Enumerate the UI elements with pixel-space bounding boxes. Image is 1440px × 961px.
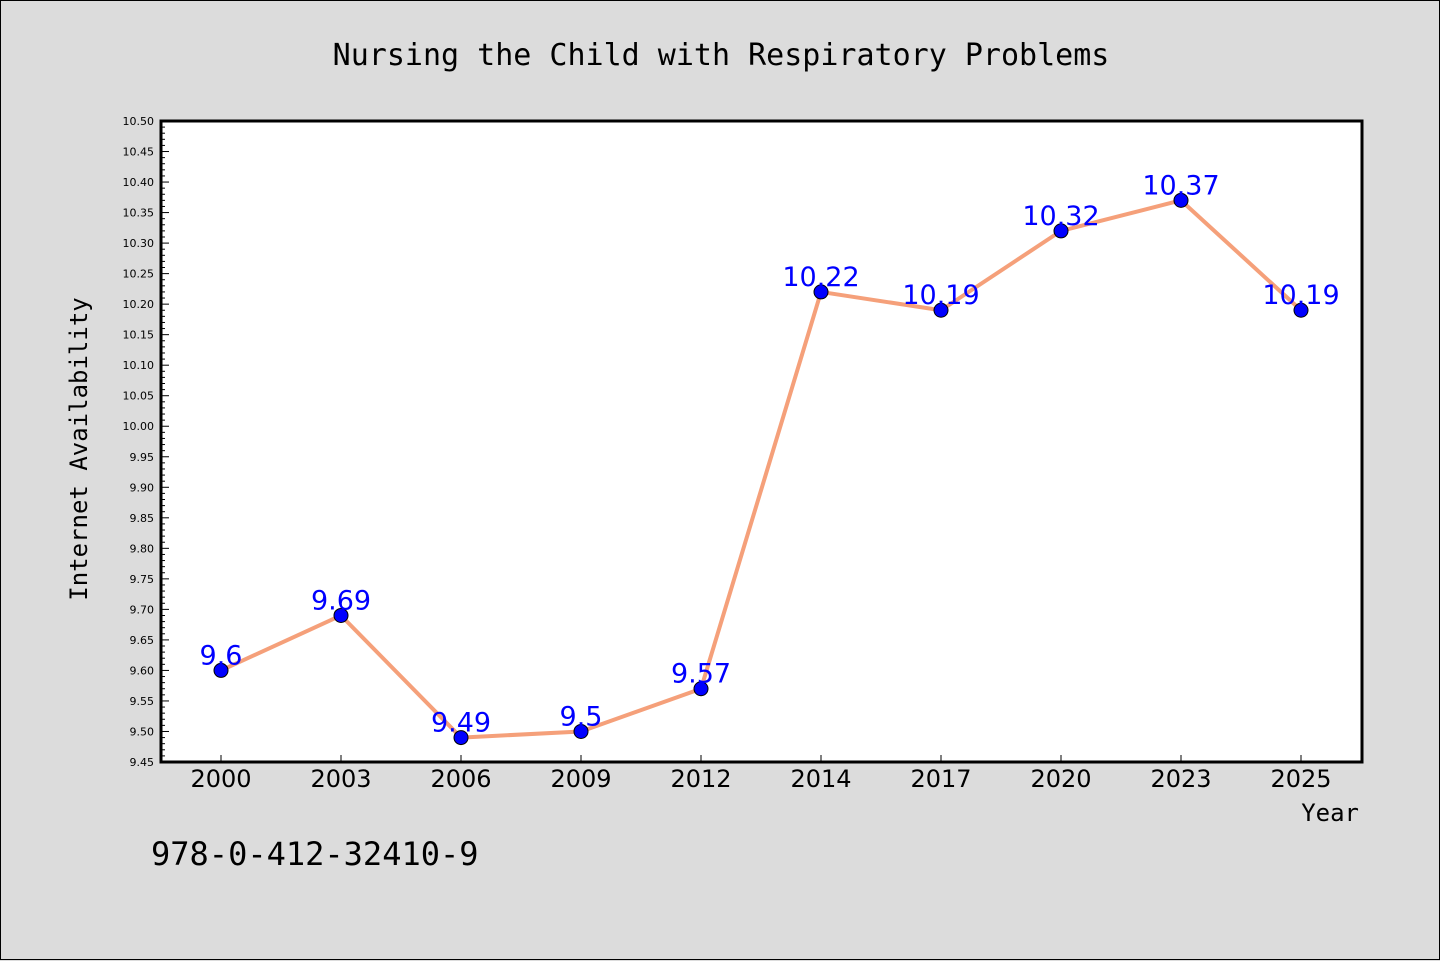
x-tick-label: 2006 xyxy=(430,765,491,793)
data-label: 9.49 xyxy=(431,708,491,739)
y-tick-label: 9.95 xyxy=(130,451,155,464)
data-label: 10.22 xyxy=(782,262,859,293)
y-tick-label: 9.50 xyxy=(130,725,155,738)
y-tick-label: 9.90 xyxy=(130,481,155,494)
data-point xyxy=(213,662,229,678)
data-point xyxy=(453,730,469,746)
data-label: 10.19 xyxy=(1262,280,1339,311)
y-tick-label: 9.55 xyxy=(130,695,155,708)
y-tick-label: 10.20 xyxy=(123,298,155,311)
data-label: 10.19 xyxy=(902,280,979,311)
y-tick-label: 10.15 xyxy=(123,329,155,342)
x-tick-label: 2020 xyxy=(1030,765,1091,793)
x-tick-label: 2009 xyxy=(550,765,611,793)
data-series: 9.6 9.69 9.49 9.5 9.57 10.22 10.19 10.32 10.37 10… xyxy=(200,170,1340,746)
x-tick-label: 2000 xyxy=(190,765,251,793)
y-tick-label: 10.10 xyxy=(123,359,155,372)
y-tick-label: 10.00 xyxy=(123,420,155,433)
y-tick-label: 10.25 xyxy=(123,268,155,281)
data-point xyxy=(933,302,949,318)
y-tick-label: 10.40 xyxy=(123,176,155,189)
x-tick-label: 2025 xyxy=(1270,765,1331,793)
y-tick-label: 10.45 xyxy=(123,146,155,159)
y-tick-label: 9.45 xyxy=(130,756,155,769)
y-tick-label: 10.30 xyxy=(123,237,155,250)
y-tick-label: 9.70 xyxy=(130,603,155,616)
series-line xyxy=(220,198,1303,740)
isbn-footnote: 978-0-412-32410-9 xyxy=(151,835,479,873)
data-label: 10.37 xyxy=(1142,170,1219,201)
y-tick-label: 9.75 xyxy=(130,573,155,586)
data-label: 9.6 xyxy=(200,640,243,671)
x-tick-label: 2003 xyxy=(310,765,371,793)
data-point xyxy=(1053,223,1069,239)
data-point xyxy=(1173,192,1189,208)
data-label: 9.69 xyxy=(311,585,371,616)
y-tick-label: 10.50 xyxy=(123,115,155,128)
y-axis: 9.45 9.50 9.55 9.60 9.65 9.70 9.75 9.80 9.85 9.90… xyxy=(123,115,169,769)
y-axis-label: Internet Availability xyxy=(65,297,93,600)
y-tick-label: 9.65 xyxy=(130,634,155,647)
data-point xyxy=(813,284,829,300)
x-axis-label: Year xyxy=(1301,799,1359,827)
data-label: 9.57 xyxy=(671,659,731,690)
y-tick-label: 10.35 xyxy=(123,207,155,220)
plot-area xyxy=(159,119,1364,764)
data-label: 9.5 xyxy=(560,701,603,732)
data-point xyxy=(573,723,589,739)
data-point xyxy=(333,607,349,623)
x-tick-label: 2023 xyxy=(1150,765,1211,793)
data-label: 10.32 xyxy=(1022,201,1099,232)
x-tick-label: 2017 xyxy=(910,765,971,793)
x-axis: 2000 2003 2006 2009 2012 2014 2017 2020 2023 2025 xyxy=(190,755,1332,793)
y-tick-label: 9.60 xyxy=(130,664,155,677)
chart-title: Nursing the Child with Respiratory Probl… xyxy=(333,38,1110,73)
y-tick-label: 9.80 xyxy=(130,542,155,555)
y-tick-label: 9.85 xyxy=(130,512,155,525)
x-tick-label: 2014 xyxy=(790,765,851,793)
data-point xyxy=(1293,302,1309,318)
data-point xyxy=(693,681,709,697)
x-tick-label: 2012 xyxy=(670,765,731,793)
y-tick-label: 10.05 xyxy=(123,390,155,403)
